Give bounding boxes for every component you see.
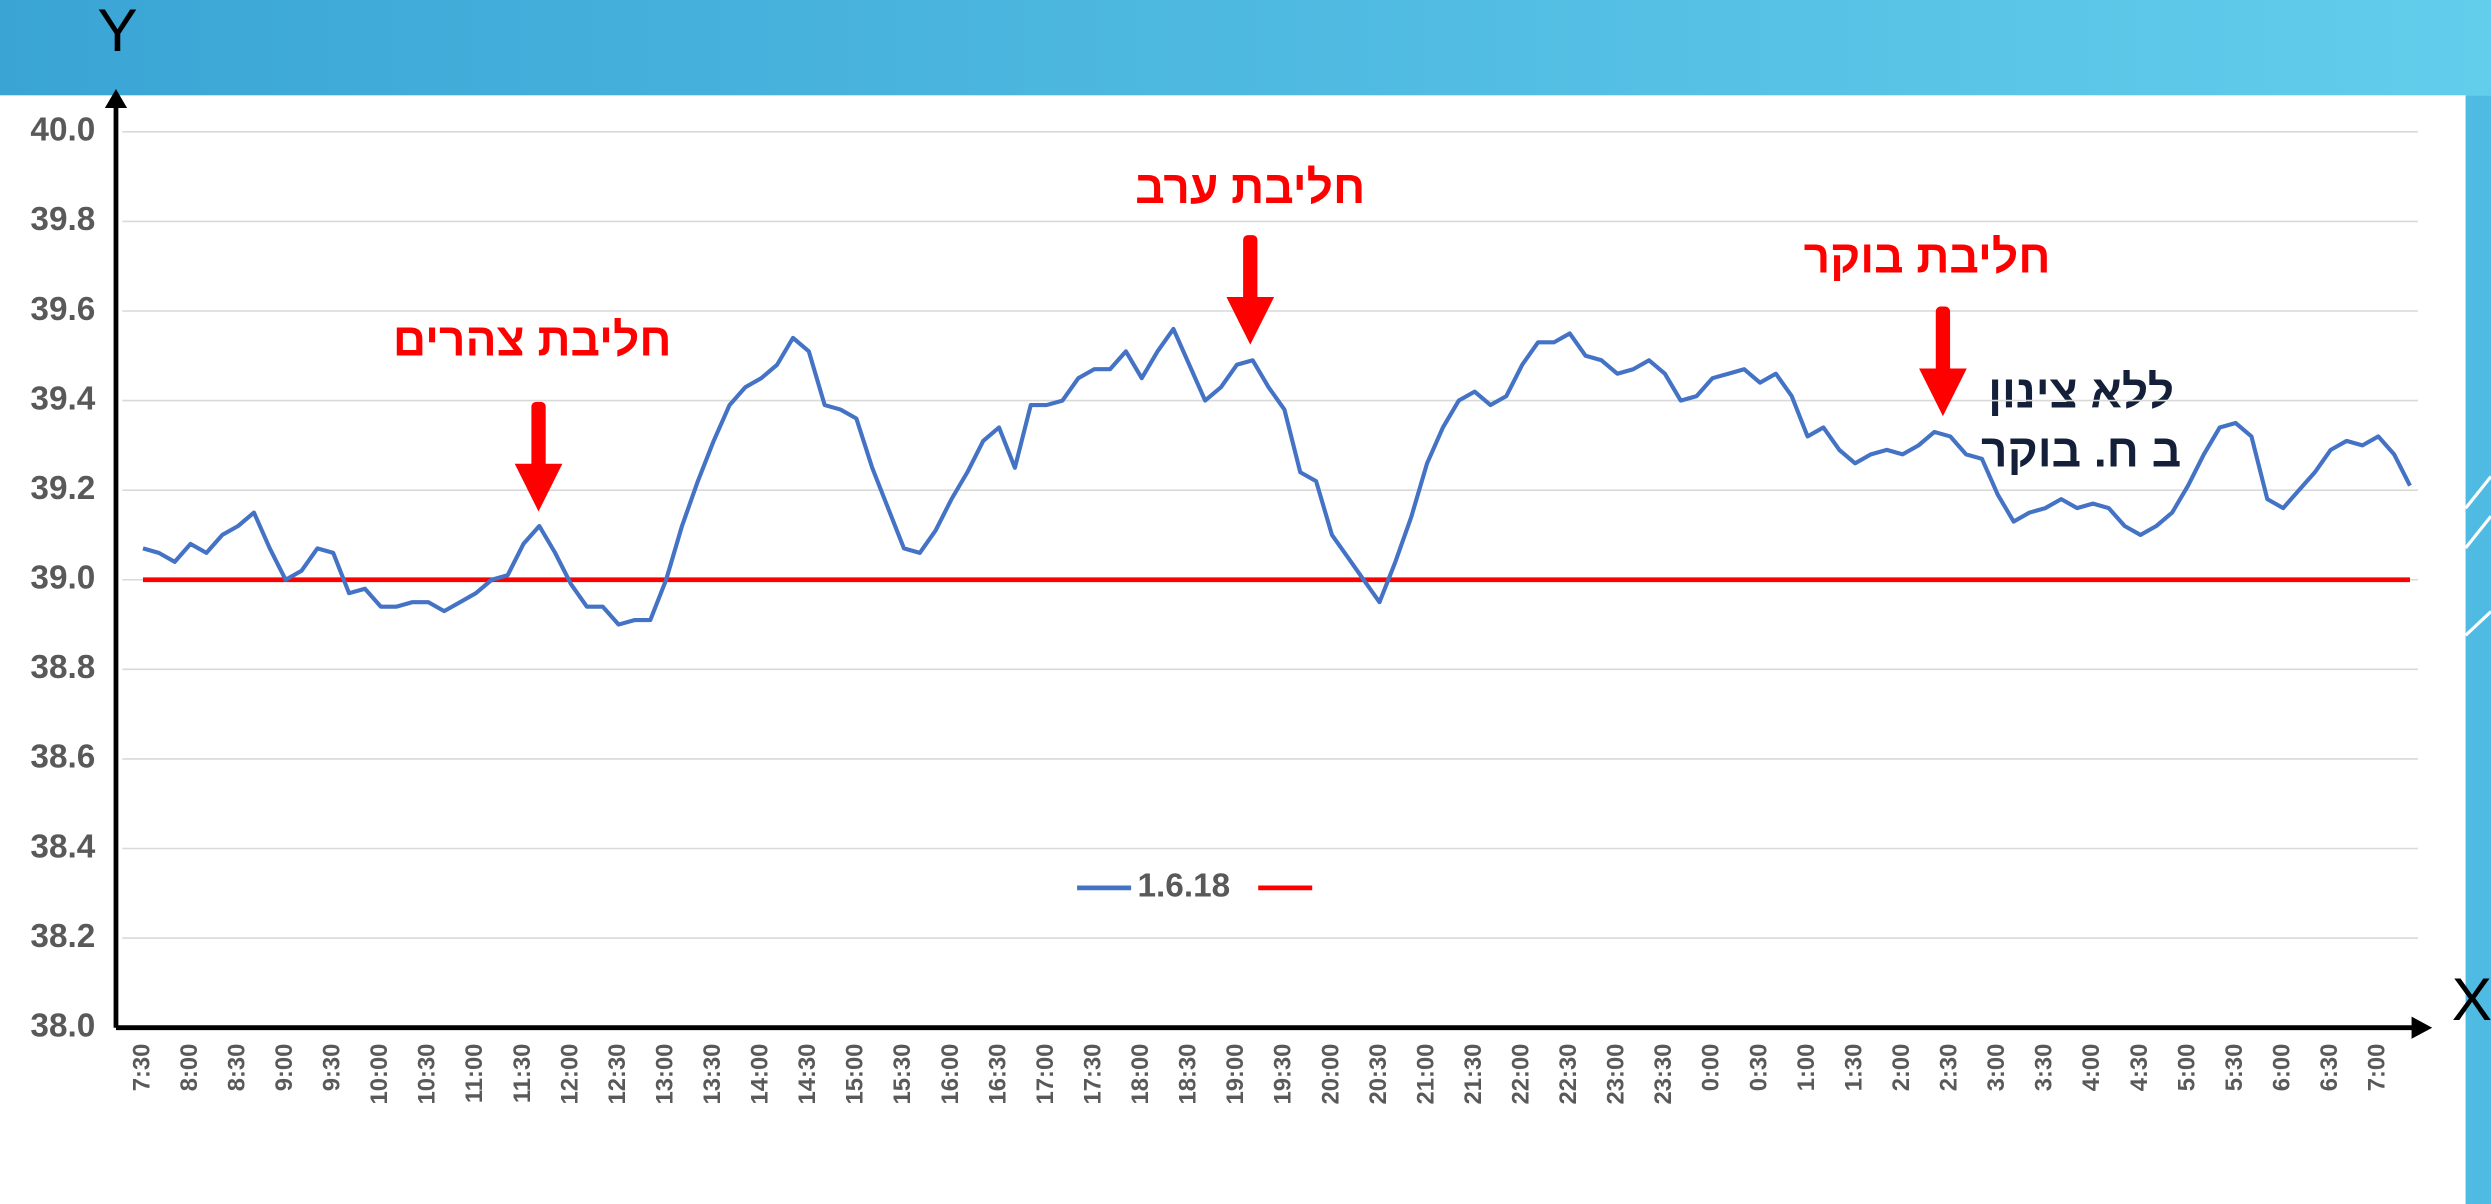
x-tick-label: 8:30 xyxy=(223,1044,250,1092)
x-tick-label: 16:30 xyxy=(984,1044,1011,1105)
y-tick-label: 39.6 xyxy=(30,291,95,328)
x-tick-label: 10:00 xyxy=(366,1044,393,1105)
x-tick-label: 18:30 xyxy=(1175,1044,1202,1105)
annotation-arrow-shaft xyxy=(531,401,546,471)
x-tick-label: 23:30 xyxy=(1650,1044,1677,1105)
note: ב ח. בוקר xyxy=(1981,424,2181,476)
y-tick-label: 38.2 xyxy=(30,918,95,955)
x-tick-label: 13:00 xyxy=(651,1044,678,1105)
annotation-arrow-shaft xyxy=(1243,235,1258,304)
annotation-arrow-head xyxy=(1226,297,1275,345)
x-axis-label: X xyxy=(2452,965,2491,1033)
x-tick-label: 21:30 xyxy=(1460,1044,1487,1105)
x-tick-label: 14:30 xyxy=(794,1044,821,1105)
annotation-arrow-shaft xyxy=(1935,306,1951,375)
x-tick-label: 13:30 xyxy=(699,1044,726,1105)
x-tick-label: 0:30 xyxy=(1745,1044,1772,1092)
x-tick-label: 3:30 xyxy=(2031,1044,2058,1092)
y-axis-arrow xyxy=(104,88,128,109)
y-tick-label: 39.0 xyxy=(30,560,95,597)
x-tick-label: 19:00 xyxy=(1222,1044,1249,1105)
x-tick-label: 4:00 xyxy=(2078,1044,2105,1092)
y-tick-label: 39.2 xyxy=(30,470,95,507)
x-tick-label: 7:00 xyxy=(2364,1044,2391,1092)
x-tick-label: 16:00 xyxy=(937,1044,964,1105)
x-tick-label: 8:00 xyxy=(176,1044,203,1092)
x-tick-label: 15:00 xyxy=(842,1044,869,1105)
legend-label: 1.6.18 xyxy=(1137,868,1230,905)
x-tick-label: 3:00 xyxy=(1983,1044,2010,1092)
x-tick-label: 6:30 xyxy=(2316,1044,2343,1092)
x-tick-label: 20:00 xyxy=(1317,1044,1344,1105)
annotation-arrow-head xyxy=(1919,368,1967,417)
x-axis-arrow xyxy=(2411,1016,2433,1039)
x-tick-label: 18:00 xyxy=(1127,1044,1154,1105)
annotation: חליבת ערב xyxy=(1135,161,1365,213)
x-tick-label: 6:00 xyxy=(2268,1044,2295,1092)
x-tick-label: 17:00 xyxy=(1032,1044,1059,1105)
x-tick-label: 12:30 xyxy=(604,1044,631,1105)
annotation: חליבת בוקר xyxy=(1804,231,2051,283)
x-tick-label: 2:00 xyxy=(1888,1044,1915,1092)
note: ללא צינון xyxy=(1988,366,2174,418)
y-tick-label: 39.8 xyxy=(30,201,95,238)
x-tick-label: 10:30 xyxy=(414,1044,441,1105)
x-tick-label: 17:30 xyxy=(1079,1044,1106,1105)
x-tick-label: 9:30 xyxy=(319,1044,346,1092)
x-tick-label: 22:00 xyxy=(1507,1044,1534,1105)
x-tick-label: 11:30 xyxy=(509,1044,536,1104)
x-tick-label: 11:00 xyxy=(461,1044,488,1104)
x-tick-label: 0:00 xyxy=(1698,1044,1725,1092)
x-tick-label: 14:00 xyxy=(747,1044,774,1105)
side-strip xyxy=(2465,95,2491,1204)
x-tick-label: 4:30 xyxy=(2126,1044,2153,1092)
x-tick-label: 12:00 xyxy=(556,1044,583,1105)
x-tick-label: 2:30 xyxy=(1936,1044,1963,1092)
y-tick-label: 38.8 xyxy=(30,649,95,686)
y-tick-label: 39.4 xyxy=(30,380,95,417)
x-tick-label: 1:00 xyxy=(1793,1044,1820,1092)
x-tick-label: 7:30 xyxy=(128,1044,155,1092)
x-tick-label: 19:30 xyxy=(1270,1044,1297,1105)
x-tick-label: 5:30 xyxy=(2221,1044,2248,1092)
side-decoration xyxy=(2464,475,2491,637)
x-tick-label: 23:00 xyxy=(1603,1044,1630,1105)
data-line xyxy=(142,326,2412,627)
y-tick-label: 38.6 xyxy=(30,739,95,776)
annotation: חליבת צהרים xyxy=(393,313,672,365)
x-tick-label: 5:00 xyxy=(2173,1044,2200,1092)
x-tick-label: 9:00 xyxy=(271,1044,298,1092)
x-tick-label: 1:30 xyxy=(1840,1044,1867,1092)
y-tick-label: 38.0 xyxy=(30,1008,95,1045)
y-axis-label: Y xyxy=(97,0,137,64)
banner xyxy=(0,0,2491,96)
annotation-arrow-head xyxy=(514,463,563,512)
x-tick-label: 21:00 xyxy=(1412,1044,1439,1105)
x-tick-label: 20:30 xyxy=(1365,1044,1392,1105)
x-tick-label: 22:30 xyxy=(1555,1044,1582,1105)
y-tick-label: 40.0 xyxy=(30,112,95,149)
y-tick-label: 38.4 xyxy=(30,828,95,865)
x-tick-label: 15:30 xyxy=(889,1044,916,1105)
